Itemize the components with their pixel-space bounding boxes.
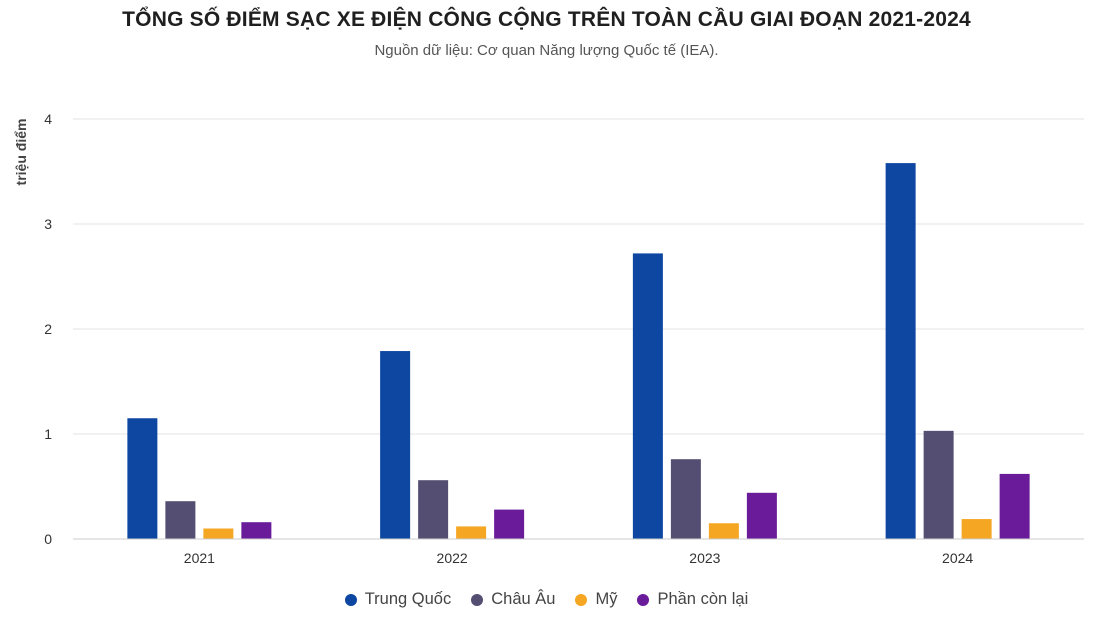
x-axis-ticks: 2021 2022 2023 2024 xyxy=(184,550,974,566)
y-tick-label: 1 xyxy=(44,426,52,442)
legend-swatch xyxy=(471,593,484,606)
legend-label: Châu Âu xyxy=(491,590,556,608)
legend-label: Phần còn lại xyxy=(657,590,749,608)
legend: Trung Quốc Châu Âu Mỹ Phần còn lại xyxy=(0,590,1093,609)
chart-subtitle: Nguồn dữ liệu: Cơ quan Năng lượng Quốc t… xyxy=(374,42,719,59)
bar-2021-series-0[interactable] xyxy=(127,418,158,539)
y-tick-label: 2 xyxy=(44,321,52,337)
y-tick-label: 4 xyxy=(44,111,52,127)
bar-2024-series-3[interactable] xyxy=(999,473,1030,539)
x-tick-label: 2024 xyxy=(942,550,973,566)
bar-2024-series-0[interactable] xyxy=(885,163,916,539)
grid-lines xyxy=(73,118,1084,435)
bar-2021-series-1[interactable] xyxy=(165,501,196,539)
x-tick-label: 2023 xyxy=(689,550,720,566)
legend-item[interactable]: Trung Quốc xyxy=(344,590,452,609)
bar-2022-series-2[interactable] xyxy=(456,526,487,539)
bar-2023-series-2[interactable] xyxy=(708,523,739,539)
bar-2022-series-3[interactable] xyxy=(494,509,525,539)
legend-label: Mỹ xyxy=(595,590,618,608)
legend-label: Trung Quốc xyxy=(364,590,452,608)
x-tick-label: 2021 xyxy=(184,550,215,566)
legend-swatch xyxy=(575,593,588,606)
legend-item[interactable]: Châu Âu xyxy=(471,590,555,609)
bar-2022-series-0[interactable] xyxy=(380,351,411,539)
bar-2024-series-1[interactable] xyxy=(923,430,954,539)
bar-2023-series-0[interactable] xyxy=(632,253,663,539)
bar-2021-series-2[interactable] xyxy=(203,528,234,540)
legend-swatch xyxy=(344,593,357,606)
bar-2021-series-3[interactable] xyxy=(241,522,272,539)
legend-swatch xyxy=(637,593,650,606)
bar-2023-series-1[interactable] xyxy=(670,459,701,539)
x-tick-label: 2022 xyxy=(437,550,468,566)
bars xyxy=(127,163,1030,540)
bar-2023-series-3[interactable] xyxy=(746,492,777,539)
legend-item[interactable]: Phần còn lại xyxy=(637,590,748,609)
y-tick-label: 0 xyxy=(44,531,52,547)
bar-2022-series-1[interactable] xyxy=(418,480,449,539)
y-axis-ticks: 0 1 2 3 4 xyxy=(44,111,52,547)
chart-title: TỔNG SỐ ĐIỂM SẠC XE ĐIỆN CÔNG CỘNG TRÊN … xyxy=(122,8,971,31)
bar-2024-series-2[interactable] xyxy=(961,519,992,539)
y-axis-label: triệu điểm xyxy=(13,119,29,186)
legend-item[interactable]: Mỹ xyxy=(575,590,617,609)
y-tick-label: 3 xyxy=(44,216,52,232)
